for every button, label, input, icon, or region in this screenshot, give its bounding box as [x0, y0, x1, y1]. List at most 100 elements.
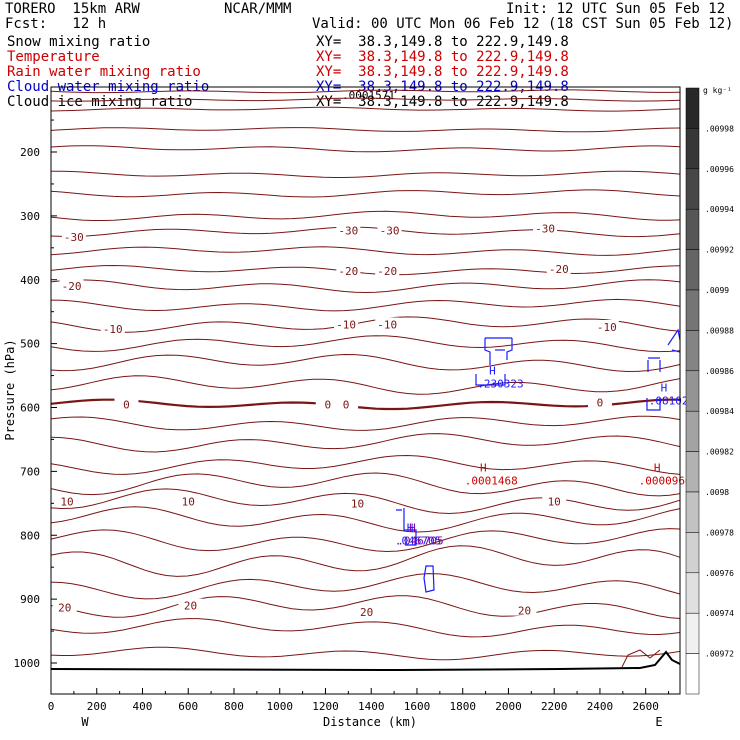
init-time: Init: 12 UTC Sun 05 Feb 12	[506, 1, 726, 17]
isotherm-label-bg	[178, 598, 203, 611]
colorbar-swatch	[685, 249, 700, 291]
maxima-labels: H.230323 H.081026H.0001468H.0000966H.0467…	[395, 364, 695, 547]
temperature-contours	[50, 89, 681, 661]
colorbar-swatch	[685, 410, 700, 452]
ground-line	[50, 650, 681, 672]
colorbar-swatch	[685, 572, 700, 614]
valid-time: Valid: 00 UTC Mon 06 Feb 12 (18 CST Sun …	[312, 16, 734, 32]
isotherm	[50, 573, 681, 600]
temperature-labels: -30 -30 -30 -30-20-20 -20 -20-10 -10 -10 -100 0 0 0…	[52, 221, 619, 619]
isotherm	[50, 226, 681, 238]
cloud-water-contour	[423, 565, 435, 593]
isotherm-label: 20	[518, 605, 531, 618]
colorbar-label: .00972	[705, 650, 734, 659]
isotherm-label: -20	[377, 265, 397, 278]
x-axis: 0 200 400 600 800 1000 1200 1400 1600 1800 2000 220…	[48, 688, 670, 713]
isotherm-label: -10	[597, 321, 617, 334]
y-tick-label: 200	[20, 146, 40, 159]
colorbar-label: .00998	[705, 124, 734, 133]
isotherm-label-bg	[533, 221, 558, 234]
isotherm-label: 0	[343, 398, 350, 411]
isotherm-label-bg	[336, 263, 361, 276]
colorbar-swatch	[685, 451, 700, 493]
y-tick-label: 400	[20, 274, 40, 287]
x-tick-label: 1600	[404, 700, 431, 713]
isotherm	[50, 618, 681, 638]
cloud-water-contour	[667, 328, 681, 353]
y-tick-label: 900	[20, 593, 40, 606]
high-value: .0001468	[465, 474, 518, 487]
isotherm-label-bg	[114, 397, 139, 410]
isotherm-label-bg	[375, 263, 400, 276]
high-value: .0000966	[639, 474, 692, 487]
isotherm	[50, 545, 681, 577]
isotherm-label-bg	[176, 494, 201, 507]
colorbar-swatch	[685, 289, 700, 331]
high-symbol: H	[409, 522, 416, 535]
isotherm-label: 0	[597, 396, 604, 409]
colorbar-swatch	[685, 612, 700, 654]
high-symbol: H	[489, 364, 496, 377]
west-label: W	[81, 715, 89, 729]
y-tick-label: 300	[20, 210, 40, 223]
high-symbol: H	[480, 461, 487, 474]
field-name-rain: Rain water mixing ratio	[7, 64, 201, 80]
y-tick-label: 600	[20, 402, 40, 415]
isotherm-label: 10	[60, 495, 73, 508]
isotherm-label: -10	[377, 318, 397, 331]
isotherm-label-bg	[315, 397, 340, 410]
field-name-cloud-ice: Cloud ice mixing ratio	[7, 94, 193, 110]
y-axis-label: Pressure (hPa)	[3, 339, 17, 440]
isotherm-label-bg	[100, 321, 125, 334]
colorbar-swatch	[685, 653, 700, 695]
colorbar-label: .00978	[705, 528, 734, 537]
isotherm-label: 20	[184, 600, 197, 613]
high-value: .046705	[397, 535, 443, 548]
x-tick-label: 2600	[632, 700, 659, 713]
cloud-water-contour	[484, 337, 513, 365]
isotherm	[50, 279, 681, 294]
isotherm-label-bg	[61, 229, 86, 242]
x-tick-label: 400	[133, 700, 153, 713]
high-value: .081026	[649, 395, 695, 408]
isotherm-label-bg	[377, 223, 402, 236]
colorbar-label: .00992	[705, 246, 734, 255]
isotherm-label: 20	[58, 601, 71, 614]
x-tick-label: 1400	[358, 700, 385, 713]
east-label: E	[655, 715, 662, 729]
isotherm-label-bg	[334, 397, 359, 410]
colorbar-label: .0098	[705, 488, 729, 497]
colorbar-swatch	[685, 168, 700, 210]
colorbar-swatch	[685, 330, 700, 372]
isotherm	[50, 335, 681, 353]
isotherm	[50, 145, 681, 153]
colorbar-swatch	[685, 370, 700, 412]
plot-frame	[50, 86, 681, 695]
isotherm	[50, 415, 681, 431]
isotherm	[50, 316, 681, 333]
y-axis: 200 300 400 500 600 700 800 900 1000	[14, 119, 57, 670]
colorbar-unit: g kg⁻¹	[703, 86, 732, 95]
isotherm-label: 10	[351, 497, 364, 510]
isotherm	[51, 170, 681, 178]
isotherm-label-bg	[587, 395, 612, 408]
isotherm-label-bg	[55, 494, 80, 507]
x-tick-label: 600	[178, 700, 198, 713]
isotherm-label-bg	[59, 279, 84, 292]
colorbar-label: .00994	[705, 205, 734, 214]
high-value: .230323	[477, 377, 523, 390]
isotherm	[50, 398, 680, 411]
isotherm	[50, 189, 681, 198]
isotherm-label: 10	[182, 495, 195, 508]
isotherm-label-bg	[345, 496, 370, 509]
isotherm	[50, 106, 681, 112]
x-tick-label: 1800	[449, 700, 476, 713]
field-name-snow: Snow mixing ratio	[7, 34, 151, 50]
isotherm-label: -20	[338, 265, 358, 278]
isotherm-label-bg	[542, 494, 567, 507]
x-axis-label: Distance (km)	[323, 715, 417, 729]
isotherm	[50, 454, 681, 475]
y-tick-label: 800	[20, 529, 40, 542]
x-tick-label: 200	[87, 700, 107, 713]
